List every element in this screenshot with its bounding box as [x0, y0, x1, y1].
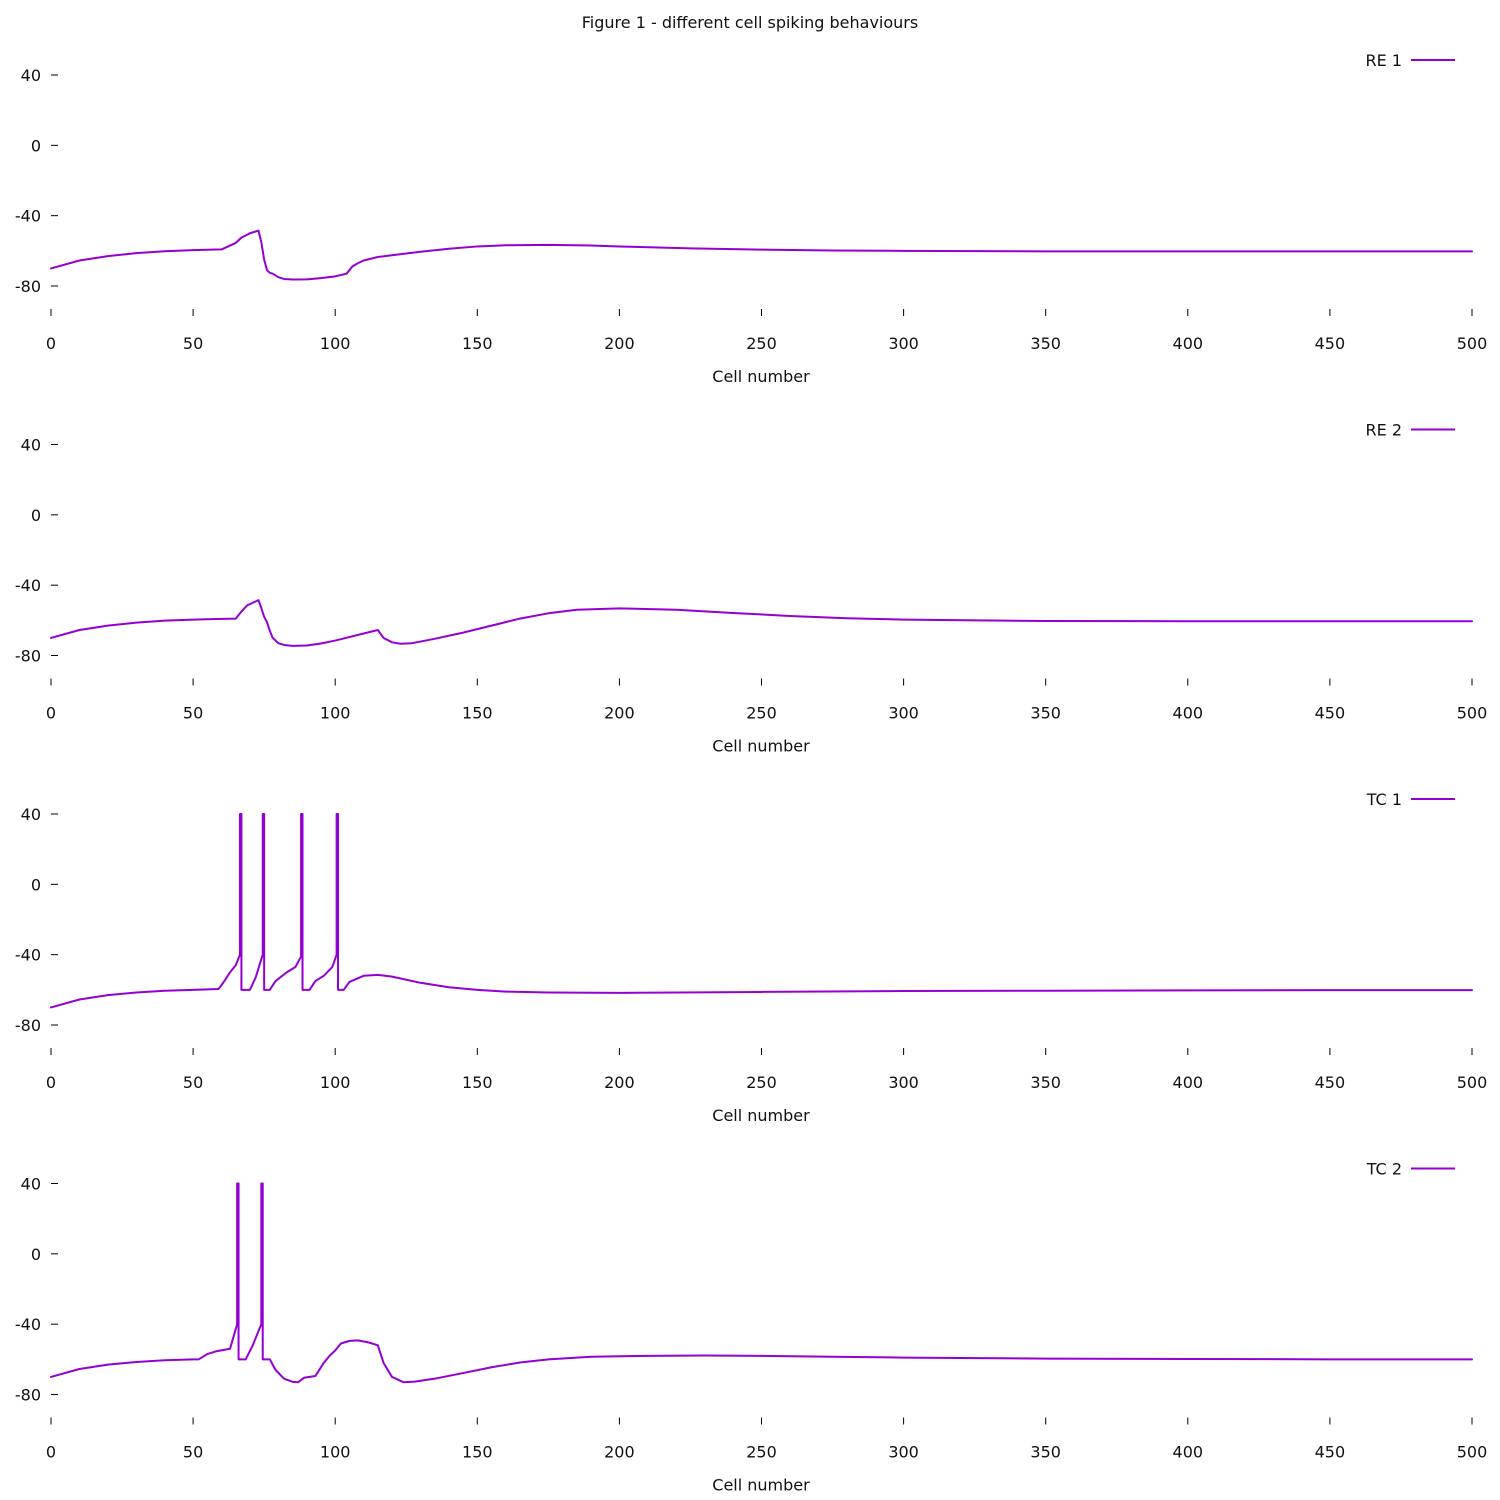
x-tick-label: 400 [1173, 1443, 1204, 1462]
x-tick-label: 450 [1315, 1073, 1346, 1092]
x-tick-label: 250 [746, 1073, 777, 1092]
x-tick-label: 0 [46, 1443, 56, 1462]
x-tick-label: 450 [1315, 704, 1346, 723]
y-tick-label: 0 [31, 506, 41, 525]
y-tick-label: -80 [15, 647, 41, 666]
x-tick-label: 0 [46, 334, 56, 353]
chart-panel-2: 400-40-800 50 100 150 200 250 300 350 400 450 500C… [15, 421, 1487, 756]
legend-label: TC 2 [1366, 1160, 1402, 1179]
x-tick-label: 350 [1030, 1073, 1061, 1092]
x-tick-label: 300 [888, 1073, 919, 1092]
x-tick-label: 100 [320, 1443, 351, 1462]
x-axis-label: Cell number [712, 367, 810, 386]
x-tick-label: 100 [320, 334, 351, 353]
x-tick-label: 200 [604, 1073, 635, 1092]
y-tick-label: 40 [21, 805, 41, 824]
x-tick-label: 500 [1457, 704, 1488, 723]
legend-label: TC 1 [1366, 790, 1402, 809]
series-line-tc-1 [50, 813, 1473, 1009]
x-tick-label: 300 [888, 704, 919, 723]
x-tick-label: 150 [462, 704, 493, 723]
x-tick-label: 50 [183, 704, 203, 723]
x-tick-label: 200 [604, 334, 635, 353]
y-tick-label: -40 [15, 207, 41, 226]
series-line-re-2 [50, 599, 1473, 647]
x-tick-label: 450 [1315, 1443, 1346, 1462]
x-tick-label: 300 [888, 334, 919, 353]
x-tick-label: 50 [183, 1073, 203, 1092]
x-tick-label: 200 [604, 704, 635, 723]
chart-panel-1: 400-40-800 50 100 150 200 250 300 350 400 450 500C… [15, 51, 1487, 386]
x-tick-label: 500 [1457, 1443, 1488, 1462]
y-tick-label: 40 [21, 1175, 41, 1194]
x-tick-label: 400 [1173, 334, 1204, 353]
x-tick-label: 350 [1030, 334, 1061, 353]
legend-label: RE 2 [1366, 421, 1403, 440]
chart-panels: 400-40-800 50 100 150 200 250 300 350 400 450 500C… [15, 51, 1487, 1495]
x-tick-label: 500 [1457, 1073, 1488, 1092]
x-axis-label: Cell number [712, 1106, 810, 1125]
chart-panel-3: 400-40-800 50 100 150 200 250 300 350 400 450 500C… [15, 790, 1487, 1125]
x-tick-label: 250 [746, 704, 777, 723]
y-tick-label: -80 [15, 277, 41, 296]
x-tick-label: 300 [888, 1443, 919, 1462]
x-tick-label: 450 [1315, 334, 1346, 353]
x-tick-label: 150 [462, 1073, 493, 1092]
x-tick-label: 100 [320, 1073, 351, 1092]
x-axis-label: Cell number [712, 1476, 810, 1495]
x-axis-label: Cell number [712, 737, 810, 756]
series-line-re-1 [50, 229, 1473, 281]
x-tick-label: 100 [320, 704, 351, 723]
x-tick-label: 50 [183, 334, 203, 353]
y-tick-label: -80 [15, 1386, 41, 1405]
y-tick-label: -80 [15, 1016, 41, 1035]
x-tick-label: 350 [1030, 704, 1061, 723]
y-tick-label: -40 [15, 1315, 41, 1334]
y-tick-label: -40 [15, 576, 41, 595]
figure-title: Figure 1 - different cell spiking behavi… [582, 13, 918, 32]
x-tick-label: 150 [462, 334, 493, 353]
y-tick-label: 40 [21, 436, 41, 455]
series-line-tc-2 [50, 1182, 1473, 1384]
y-tick-label: 0 [31, 136, 41, 155]
x-tick-label: 0 [46, 704, 56, 723]
x-tick-label: 200 [604, 1443, 635, 1462]
legend-label: RE 1 [1366, 51, 1403, 70]
x-tick-label: 350 [1030, 1443, 1061, 1462]
x-tick-label: 150 [462, 1443, 493, 1462]
y-tick-label: -40 [15, 946, 41, 965]
x-tick-label: 400 [1173, 704, 1204, 723]
x-tick-label: 250 [746, 1443, 777, 1462]
x-tick-label: 250 [746, 334, 777, 353]
x-tick-label: 50 [183, 1443, 203, 1462]
y-tick-label: 0 [31, 1245, 41, 1264]
x-tick-label: 0 [46, 1073, 56, 1092]
y-tick-label: 0 [31, 875, 41, 894]
x-tick-label: 400 [1173, 1073, 1204, 1092]
x-tick-label: 500 [1457, 334, 1488, 353]
y-tick-label: 40 [21, 66, 41, 85]
chart-panel-4: 400-40-800 50 100 150 200 250 300 350 400 450 500C… [15, 1160, 1487, 1495]
